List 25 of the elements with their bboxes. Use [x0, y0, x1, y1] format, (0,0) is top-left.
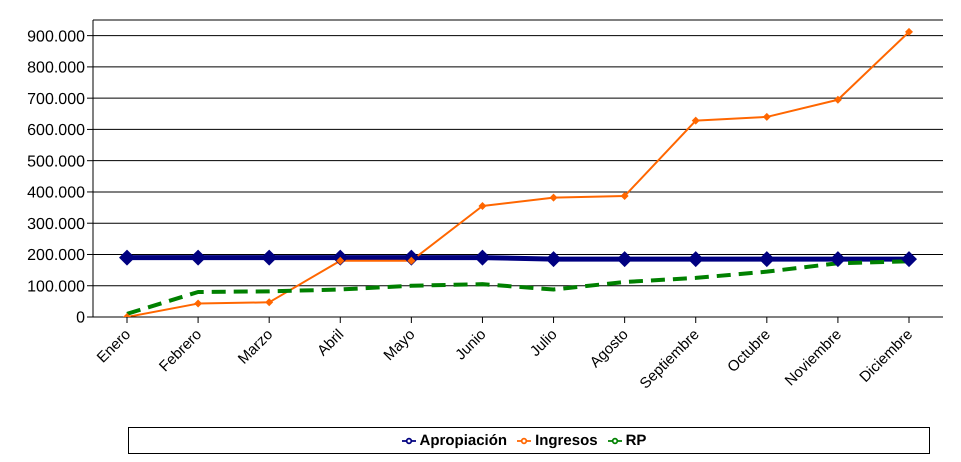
y-tick-label: 300.000 — [27, 216, 86, 233]
y-tick-label: 100.000 — [27, 278, 86, 296]
point — [901, 251, 917, 268]
point — [194, 300, 202, 308]
point — [620, 192, 629, 200]
y-tick-label: 900.000 — [27, 28, 86, 46]
point — [834, 96, 842, 104]
y-tick-label: 0 — [76, 310, 86, 327]
y-tick-label: 500.000 — [27, 153, 86, 170]
point — [265, 298, 274, 306]
x-tick-label: Julio — [526, 326, 561, 360]
legend-label: Apropiación — [420, 432, 508, 449]
point — [905, 28, 913, 36]
y-tick-label: 700.000 — [27, 90, 86, 108]
point — [550, 194, 558, 202]
point — [478, 202, 486, 210]
point — [692, 116, 700, 125]
point — [119, 250, 135, 266]
y-tick-label: 400.000 — [27, 184, 86, 202]
point — [762, 112, 771, 121]
y-tick-label: 600.000 — [27, 122, 86, 140]
legend-label: RP — [626, 432, 646, 449]
legend-label: Ingresos — [535, 432, 598, 449]
y-tick-label: 800.000 — [27, 60, 86, 77]
y-tick-label: 200.000 — [27, 247, 86, 264]
